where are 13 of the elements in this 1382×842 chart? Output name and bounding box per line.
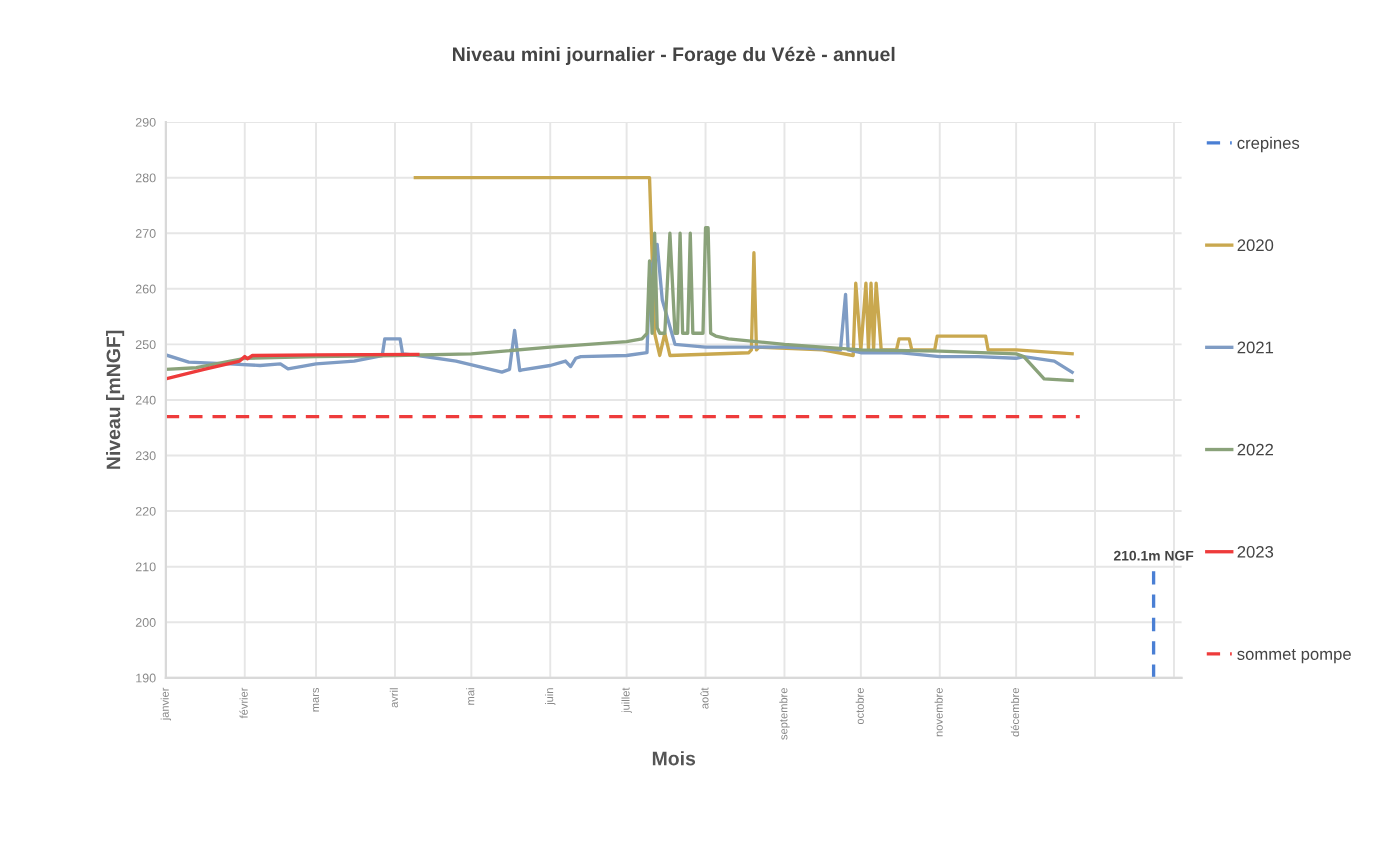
x-axis-title: Mois — [652, 751, 696, 766]
line-series — [165, 226, 1074, 383]
legend-label: 2022 — [1237, 443, 1274, 456]
legend-label: 2021 — [1237, 341, 1274, 354]
line-series — [165, 242, 1074, 374]
line-series — [413, 175, 1074, 358]
line-series — [165, 352, 420, 381]
chart-title: Niveau mini journalier - Forage du Vézè - annuel — [453, 46, 895, 66]
y-axis-title: Niveau [mNGF] — [106, 330, 125, 469]
legend-label: 2023 — [1237, 545, 1274, 558]
legend-label: sommet pompe — [1237, 648, 1351, 664]
legend-label: crepines — [1237, 136, 1300, 153]
legend-label: 2020 — [1237, 239, 1274, 252]
